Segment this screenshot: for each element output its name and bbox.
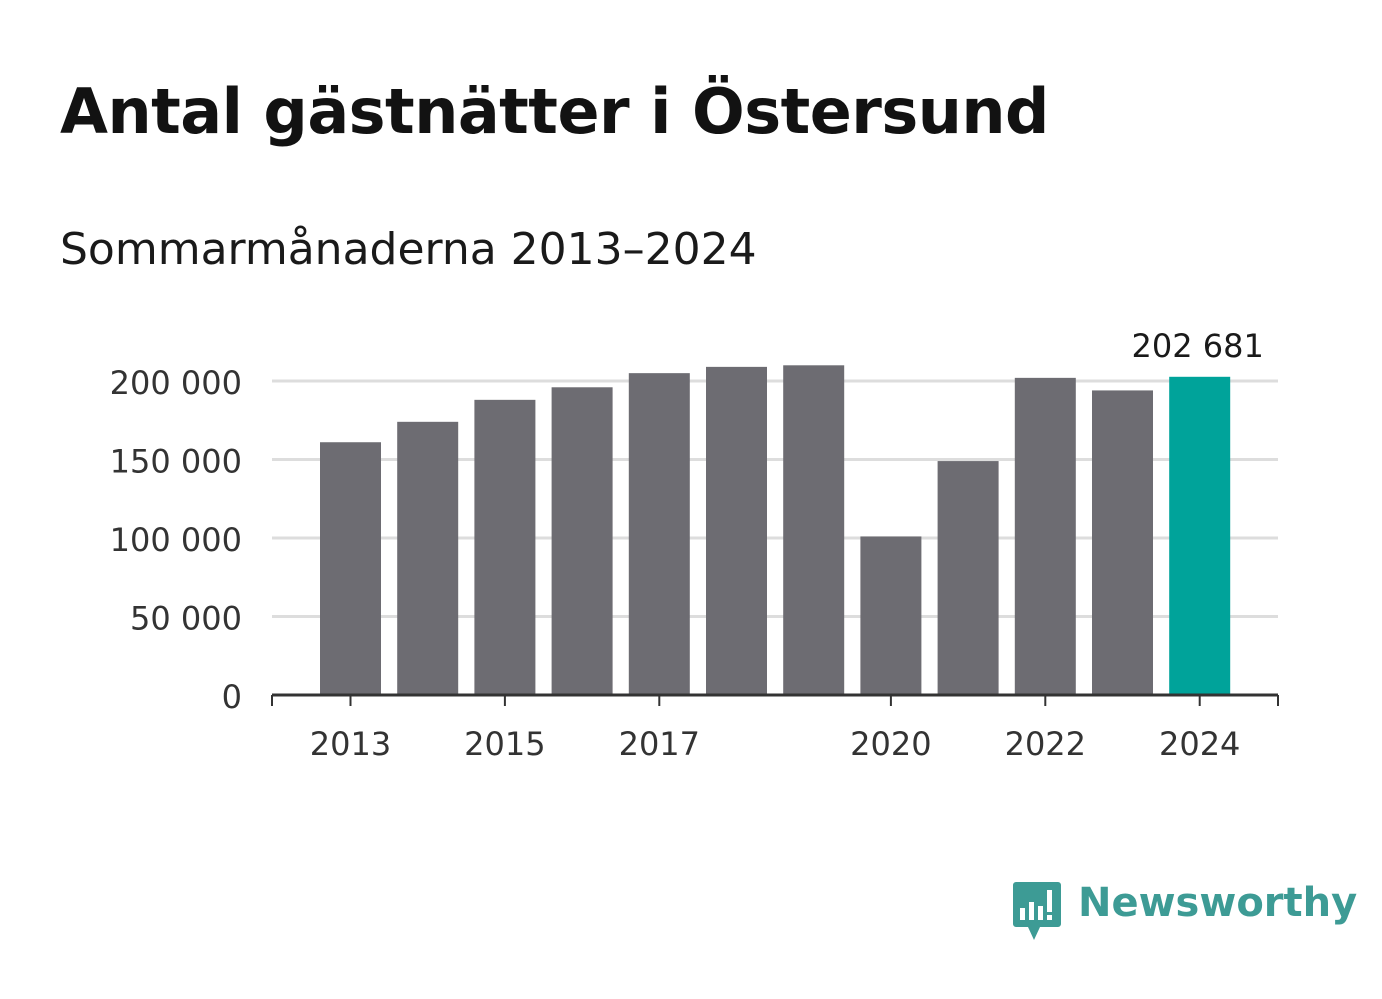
- bar-2021: [937, 461, 999, 695]
- x-tick-label: 2024: [1159, 725, 1240, 763]
- chart-title: Antal gästnätter i Östersund: [60, 75, 1049, 148]
- bar-2013: [320, 442, 381, 695]
- y-tick-label: 0: [222, 678, 242, 716]
- newsworthy-logo-icon: [1013, 882, 1061, 940]
- bar-2020: [860, 536, 922, 695]
- bar-2015: [474, 399, 536, 695]
- x-tick-label: 2017: [619, 725, 700, 763]
- y-tick-label: 100 000: [110, 521, 242, 559]
- x-tick-label: 2015: [464, 725, 545, 763]
- brand-name: Newsworthy: [1078, 880, 1358, 926]
- y-tick-label: 150 000: [110, 443, 242, 481]
- bar-2018: [706, 366, 767, 695]
- y-tick-label: 200 000: [110, 364, 242, 402]
- bar-2016: [551, 387, 613, 695]
- x-tick-label: 2022: [1005, 725, 1086, 763]
- bar-2019: [783, 365, 845, 695]
- bar-2024: [1169, 376, 1231, 695]
- x-tick-label: 2013: [310, 725, 391, 763]
- x-tick-label: 2020: [850, 725, 931, 763]
- bar-2022: [1014, 377, 1076, 695]
- axes: [271, 693, 1279, 706]
- bar-2017: [628, 373, 690, 695]
- labels: 0 50 000 100 000 150 000 200 000 2013 2015 2017…: [110, 327, 1264, 763]
- value-label-2024: 202 681: [1132, 327, 1264, 365]
- bars: [320, 365, 1231, 695]
- y-tick-label: 50 000: [130, 600, 242, 638]
- newsworthy-logo: Newsworthy: [1010, 876, 1357, 942]
- bar-2014: [397, 421, 459, 695]
- chart-subtitle: Sommarmånaderna 2013–2024: [60, 224, 757, 275]
- bar-2023: [1092, 390, 1153, 695]
